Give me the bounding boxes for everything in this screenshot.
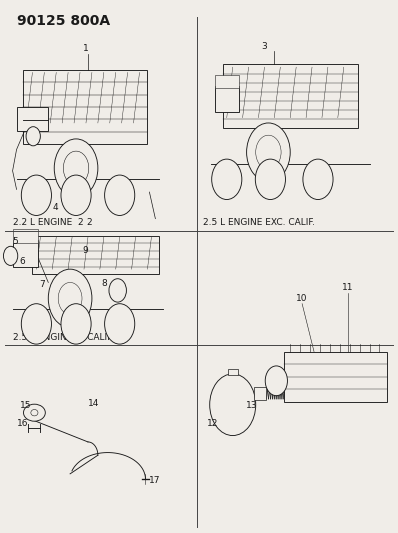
Circle shape (26, 127, 40, 146)
Bar (254, 387, 266, 400)
Text: 2: 2 (86, 218, 92, 227)
Circle shape (109, 279, 127, 302)
Circle shape (105, 175, 135, 215)
Bar (215, 75, 239, 88)
Circle shape (61, 175, 91, 215)
Circle shape (61, 304, 91, 344)
Bar (13, 229, 38, 243)
Circle shape (265, 366, 287, 395)
Text: 2.5 L ENGINE EXC. CALIF.: 2.5 L ENGINE EXC. CALIF. (203, 218, 315, 227)
Text: 10: 10 (297, 294, 308, 303)
Bar (228, 368, 238, 375)
Text: 6: 6 (20, 257, 25, 266)
Circle shape (105, 304, 135, 344)
Ellipse shape (23, 404, 45, 421)
Text: 3: 3 (261, 42, 267, 51)
Text: 13: 13 (246, 401, 257, 410)
Text: 9: 9 (82, 246, 88, 255)
Bar (13, 240, 38, 266)
Text: 12: 12 (207, 419, 219, 428)
Bar (223, 64, 358, 128)
Bar (17, 107, 48, 131)
Circle shape (54, 139, 98, 197)
Circle shape (247, 123, 290, 181)
Bar (23, 70, 147, 144)
Text: 90125 800A: 90125 800A (17, 14, 110, 28)
Text: 15: 15 (20, 401, 31, 410)
Circle shape (210, 374, 256, 435)
Text: 17: 17 (149, 477, 161, 486)
Text: 2.2 L ENGINE  2: 2.2 L ENGINE 2 (13, 218, 83, 227)
Text: 8: 8 (102, 279, 107, 288)
Circle shape (303, 159, 333, 199)
Text: 1: 1 (83, 44, 89, 53)
Text: 14: 14 (88, 399, 100, 408)
Text: 4: 4 (52, 203, 58, 212)
Circle shape (4, 246, 18, 265)
Bar (215, 86, 239, 112)
Text: 5: 5 (12, 237, 18, 246)
Text: 7: 7 (39, 280, 45, 289)
Circle shape (212, 159, 242, 199)
Circle shape (256, 159, 285, 199)
Circle shape (21, 175, 51, 215)
Bar (284, 352, 387, 402)
Text: 11: 11 (342, 284, 353, 293)
Text: 16: 16 (17, 419, 28, 428)
Circle shape (48, 269, 92, 328)
Text: 2.5 L ENGINE W/CALIF.: 2.5 L ENGINE W/CALIF. (13, 333, 113, 342)
Circle shape (21, 304, 51, 344)
Bar (32, 236, 159, 274)
